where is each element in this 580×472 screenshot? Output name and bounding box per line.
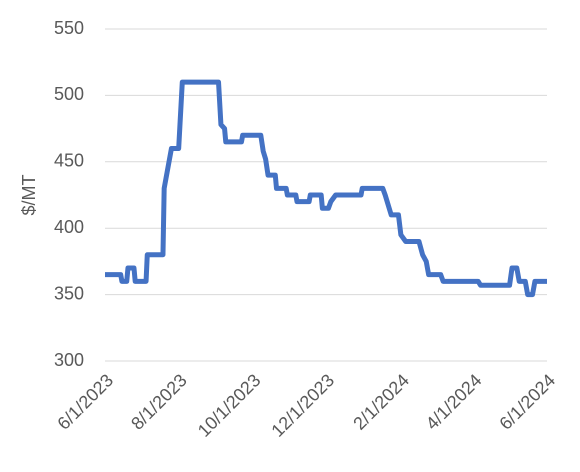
x-tick-label: 4/1/2024 <box>422 370 486 434</box>
y-tick-label: 450 <box>54 151 84 171</box>
y-tick-label: 550 <box>54 18 84 38</box>
x-tick-label: 10/1/2023 <box>194 370 265 441</box>
y-tick-label: 500 <box>54 84 84 104</box>
y-axis-label: $/MT <box>19 174 39 215</box>
y-tick-label: 300 <box>54 350 84 370</box>
x-tick-label: 6/1/2023 <box>53 370 117 434</box>
x-tick-label: 8/1/2023 <box>127 370 191 434</box>
x-tick-label: 2/1/2024 <box>349 370 413 434</box>
data-line <box>105 79 547 298</box>
y-tick-label: 350 <box>54 283 84 303</box>
y-tick-label: 400 <box>54 217 84 237</box>
x-tick-label: 12/1/2023 <box>267 370 338 441</box>
x-tick-label: 6/1/2024 <box>495 370 559 434</box>
